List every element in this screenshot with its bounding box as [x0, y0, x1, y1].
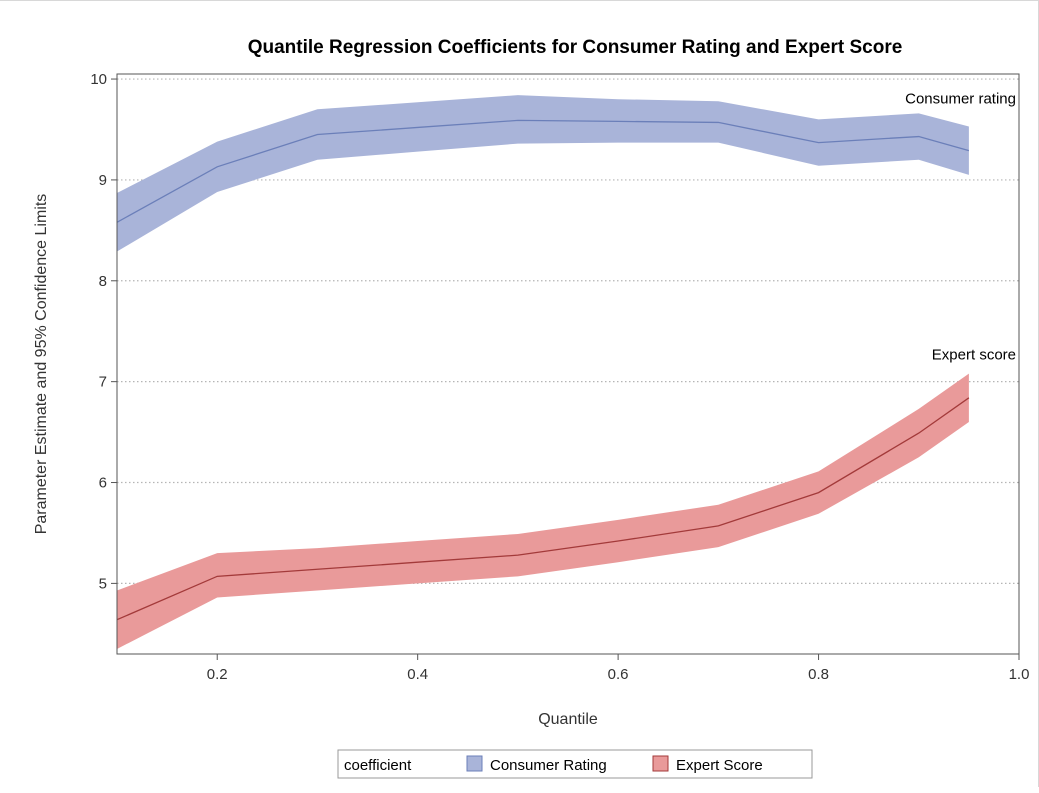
y-tick-label: 8: [99, 273, 107, 290]
x-tick-label: 1.0: [1009, 666, 1030, 683]
confidence-bands: [117, 95, 969, 649]
legend-title: coefficient: [344, 757, 412, 774]
consumer-rating-label: Consumer rating: [905, 90, 1016, 107]
y-axis-label: Parameter Estimate and 95% Confidence Li…: [33, 194, 50, 535]
chart-title: Quantile Regression Coefficients for Con…: [248, 37, 903, 58]
legend-swatch-consumer-rating: [466, 755, 483, 772]
y-axis-ticks: 5 6 7 8 9 10: [90, 71, 117, 592]
expert-score-label: Expert score: [932, 347, 1016, 364]
consumer-rating-estimate-line: [116, 119, 970, 223]
legend-entry-consumer-rating: Consumer Rating: [490, 757, 607, 774]
x-axis-ticks: 0.2 0.4 0.6 0.8 1.0: [207, 654, 1030, 683]
x-tick-label: 0.2: [207, 666, 228, 683]
y-tick-label: 9: [99, 172, 107, 189]
x-tick-label: 0.8: [808, 666, 829, 683]
y-tick-label: 5: [99, 575, 107, 592]
legend-swatch-expert-score: [652, 755, 669, 772]
y-tick-label: 10: [90, 71, 107, 88]
series-lines: [116, 119, 970, 621]
x-tick-label: 0.6: [608, 666, 629, 683]
legend-box: [337, 749, 813, 779]
y-tick-label: 6: [99, 475, 107, 492]
x-tick-label: 0.4: [407, 666, 428, 683]
expert-score-confidence-band: [117, 373, 969, 649]
plot-area-border: [116, 73, 1020, 655]
consumer-rating-confidence-band: [117, 95, 969, 252]
y-tick-label: 7: [99, 374, 107, 391]
legend: coefficient Consumer Rating Expert Score: [337, 749, 813, 779]
expert-score-estimate-line: [116, 397, 970, 621]
x-axis-label: Quantile: [538, 711, 598, 728]
legend-entry-expert-score: Expert Score: [676, 757, 763, 774]
